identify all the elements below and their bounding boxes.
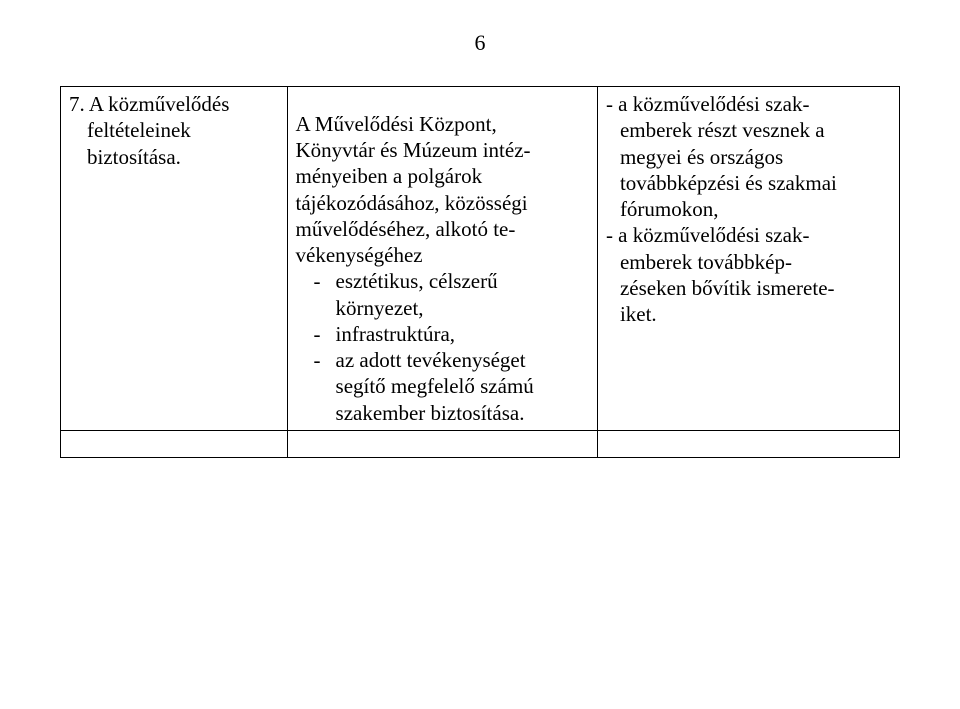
- list-dash: -: [314, 268, 336, 321]
- cell-text: fórumokon,: [606, 196, 891, 222]
- cell-text: továbbképzési és szakmai: [606, 170, 891, 196]
- list-dash: -: [314, 321, 336, 347]
- cell-text: az adott tevékenységet: [336, 347, 589, 373]
- document-table: 7. A közművelődés feltételeinek biztosít…: [60, 86, 900, 458]
- cell-col2: A Művelődési Központ, Könyvtár és Múzeum…: [287, 87, 597, 431]
- cell-text: A Művelődési Központ,: [296, 111, 589, 137]
- cell-text: esztétikus, célszerű: [336, 268, 589, 294]
- cell-text: vékenységéhez: [296, 242, 589, 268]
- cell-text: - a közművelődési szak-: [606, 222, 891, 248]
- cell-text: ményeiben a polgárok: [296, 163, 589, 189]
- cell-text: tájékozódásához, közösségi: [296, 190, 589, 216]
- cell-text: szakember biztosítása.: [336, 400, 589, 426]
- page-number: 6: [60, 30, 900, 56]
- cell-text: környezet,: [336, 295, 589, 321]
- cell-empty: [597, 430, 899, 457]
- cell-text: emberek továbbkép-: [606, 249, 891, 275]
- list-dash: -: [314, 347, 336, 426]
- cell-text: iket.: [606, 301, 891, 327]
- cell-text: 7. A közművelődés: [69, 92, 229, 116]
- cell-text: infrastruktúra,: [336, 321, 589, 347]
- cell-text: - a közművelődési szak-: [606, 91, 891, 117]
- cell-text: művelődéséhez, alkotó te-: [296, 216, 589, 242]
- cell-empty: [287, 430, 597, 457]
- cell-text: Könyvtár és Múzeum intéz-: [296, 137, 589, 163]
- table-row: 7. A közművelődés feltételeinek biztosít…: [61, 87, 900, 431]
- cell-empty: [61, 430, 288, 457]
- cell-text: segítő megfelelő számú: [336, 373, 589, 399]
- table-row: [61, 430, 900, 457]
- cell-text: emberek részt vesznek a: [606, 117, 891, 143]
- page-container: 6 7. A közművelődés feltételeinek biztos…: [0, 0, 960, 488]
- cell-text: feltételeinek biztosítása.: [87, 118, 191, 168]
- cell-col3: - a közművelődési szak- emberek részt ve…: [597, 87, 899, 431]
- cell-col1: 7. A közművelődés feltételeinek biztosít…: [61, 87, 288, 431]
- cell-text: megyei és országos: [606, 144, 891, 170]
- cell-text: zéseken bővítik ismerete-: [606, 275, 891, 301]
